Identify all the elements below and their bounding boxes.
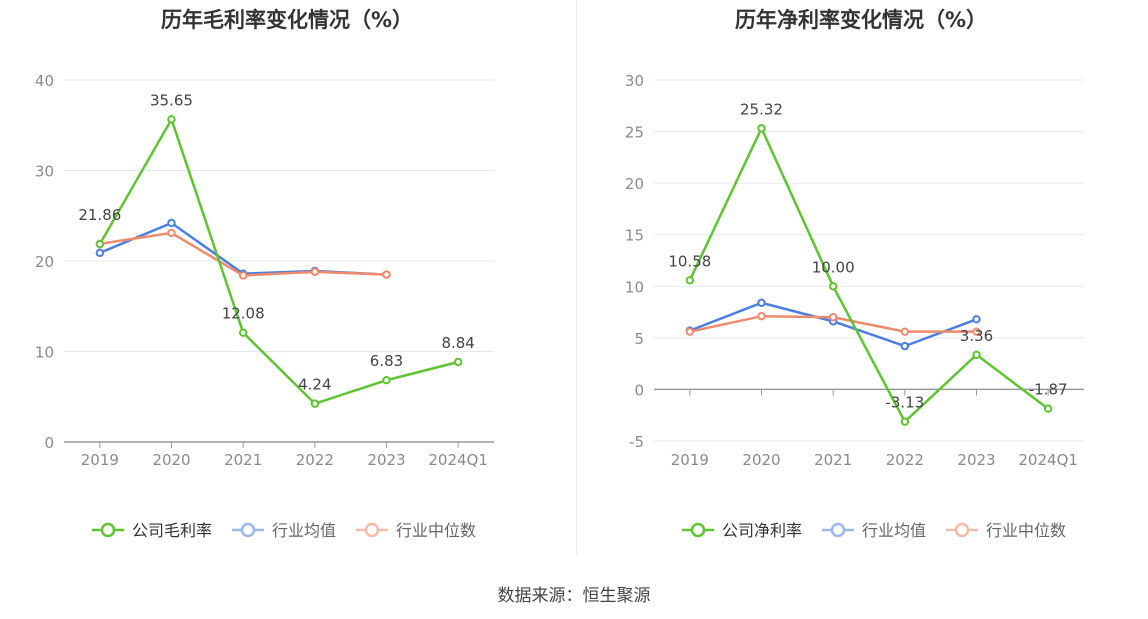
legend-marker-industry-avg: [830, 522, 846, 538]
data-point-industry-median: [972, 327, 981, 336]
series-line-industry-avg: [99, 221, 387, 276]
data-point-industry-median: [757, 311, 766, 321]
data-source-note: 数据来源：恒生聚源: [497, 586, 651, 606]
data-label: 25.32: [740, 100, 783, 118]
data-point-industry-avg: [95, 248, 105, 258]
data-label: 10.58: [668, 252, 711, 270]
x-tick-label: 2023: [367, 451, 405, 469]
panel-divider: [576, 0, 577, 555]
gross-margin-chart: 0 10 20 30 40 2019 2020 2021 2022 2023 2024Q1 21.86…: [35, 72, 494, 540]
data-point-industry-median: [828, 313, 838, 322]
data-label: 3.36: [960, 327, 993, 345]
legend-marker-company: [690, 522, 706, 538]
x-tick-label: 2024Q1: [428, 451, 488, 469]
data-point-company: [238, 328, 248, 337]
legend-label-industry-avg[interactable]: 行业均值: [272, 521, 336, 540]
data-point-industry-avg: [757, 298, 766, 307]
net-margin-panel: 历年净利率变化情况（%） -5 0 5 10 15 20 25 30 2019 2020 2021 2…: [574, 0, 1148, 560]
y-tick-label: 30: [625, 72, 644, 90]
data-point-company: [382, 375, 391, 385]
data-point-company: [828, 282, 838, 291]
data-point-industry-avg: [972, 315, 981, 324]
data-point-company: [167, 115, 176, 124]
data-point-company: [900, 417, 910, 426]
x-tick-label: 2022: [296, 451, 334, 469]
data-point-industry-median: [238, 271, 248, 280]
data-point-company: [1043, 404, 1053, 413]
y-tick-label: -5: [629, 433, 644, 451]
legend-label-company[interactable]: 公司毛利率: [132, 521, 212, 540]
data-label: 10.00: [812, 258, 855, 276]
data-point-industry-avg: [900, 341, 910, 351]
data-point-industry-median: [310, 267, 320, 277]
x-tick-label: 2023: [957, 451, 995, 469]
data-point-company: [685, 276, 695, 285]
y-tick-label: 0: [634, 381, 644, 399]
data-point-industry-median: [900, 327, 910, 336]
legend-marker-industry-avg: [240, 522, 256, 538]
x-tick-label: 2024Q1: [1018, 451, 1078, 469]
x-tick-label: 2021: [224, 451, 262, 469]
x-tick-label: 2020: [742, 451, 780, 469]
data-point-industry-avg: [167, 218, 176, 228]
gross-margin-chart-title: 历年毛利率变化情况（%）: [160, 8, 414, 32]
series-line-company: [98, 116, 459, 406]
net-margin-chart-title: 历年净利率变化情况（%）: [734, 8, 988, 32]
x-tick-label: 2019: [81, 451, 119, 469]
legend-marker-company: [100, 522, 116, 538]
legend-label-industry-median[interactable]: 行业中位数: [396, 521, 476, 540]
x-tick-label: 2020: [152, 451, 190, 469]
y-tick-label: 15: [625, 227, 644, 245]
data-label: 4.24: [298, 376, 331, 394]
gross-margin-panel: 历年毛利率变化情况（%） 0 10 20 30 40 2019 2020 2021 2022 20…: [0, 0, 574, 560]
y-tick-label: 10: [625, 278, 644, 296]
x-tick-label: 2022: [886, 451, 924, 469]
data-point-company: [972, 350, 981, 359]
series-line-industry-median: [99, 231, 387, 277]
series-line-company: [688, 125, 1049, 424]
legend-label-industry-avg[interactable]: 行业均值: [862, 521, 926, 540]
x-tick-label: 2021: [814, 451, 852, 469]
data-point-industry-median: [382, 270, 391, 279]
data-label: 21.86: [78, 206, 121, 224]
data-point-industry-median: [167, 228, 176, 238]
y-tick-label: 5: [634, 330, 644, 348]
data-point-company: [453, 357, 463, 367]
legend-marker-industry-median: [364, 522, 380, 538]
legend-marker-industry-median: [954, 522, 970, 538]
data-label: 12.08: [222, 305, 265, 323]
data-label: -1.87: [1029, 381, 1068, 399]
y-tick-label: 25: [625, 124, 644, 142]
data-label: -3.13: [885, 394, 924, 412]
legend-label-industry-median[interactable]: 行业中位数: [986, 521, 1066, 540]
y-tick-label: 0: [44, 434, 54, 452]
data-point-industry-median: [685, 327, 695, 336]
data-label: 6.83: [370, 352, 403, 370]
y-tick-label: 40: [35, 72, 54, 90]
data-label: 8.84: [441, 334, 474, 352]
net-margin-chart: -5 0 5 10 15 20 25 30 2019 2020 2021 2022 2023 2024Q1…: [625, 72, 1084, 540]
y-tick-label: 10: [35, 344, 54, 362]
y-tick-label: 30: [35, 163, 54, 181]
data-point-company: [310, 399, 320, 408]
data-point-company: [757, 124, 766, 133]
y-tick-label: 20: [35, 253, 54, 271]
x-tick-label: 2019: [671, 451, 709, 469]
y-tick-label: 20: [625, 175, 644, 193]
data-label: 35.65: [150, 91, 193, 109]
data-point-company: [95, 239, 105, 249]
legend-label-company[interactable]: 公司净利率: [722, 521, 802, 540]
